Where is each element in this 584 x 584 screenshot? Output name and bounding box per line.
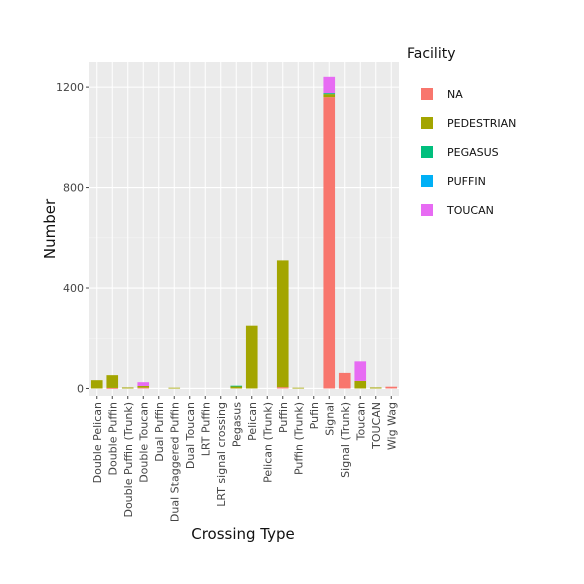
x-tick-label: Signal (Trunk)	[339, 402, 352, 478]
y-tick-label: 400	[63, 282, 84, 295]
bar-double-puffin-na	[106, 387, 119, 389]
bar-double-toucan-toucan	[137, 382, 150, 386]
bar-pelican-pedestrian	[245, 325, 258, 389]
x-tick-label: TOUCAN	[370, 402, 383, 450]
x-tick-label: Puffin	[277, 402, 290, 433]
y-tick-label: 0	[77, 382, 84, 395]
x-tick-label: Double Puffin	[106, 402, 119, 476]
x-tick-label: LRT Puffin	[199, 402, 212, 456]
bar-wig-wag-na	[385, 386, 398, 389]
bars	[90, 76, 398, 389]
x-tick-label: Dual Toucan	[184, 402, 197, 469]
bar-dual-staggered-puffin-pedestrian	[168, 387, 181, 389]
bar-puffin-pedestrian	[276, 260, 289, 388]
bar-double-puffin-trunk-pedestrian	[121, 387, 134, 389]
legend-label-na: NA	[447, 88, 463, 101]
y-axis-ticks: 0 400 800 1200	[56, 81, 89, 395]
legend: Facility NA PEDESTRIAN PEGASUS PUFFIN TOUCAN	[407, 46, 516, 217]
x-tick-label: Pegasus	[230, 402, 243, 447]
x-tick-label: Pelican	[246, 402, 259, 441]
legend-label-pegasus: PEGASUS	[447, 146, 499, 159]
legend-swatch-pegasus	[421, 146, 433, 158]
x-tick-label: Toucan	[354, 402, 367, 441]
y-tick-label: 800	[63, 182, 84, 195]
bar-puffin-trunk-pedestrian	[292, 387, 305, 389]
bar-signal-pedestrian	[323, 94, 336, 98]
legend-label-toucan: TOUCAN	[446, 204, 494, 217]
bar-toucan-toucan	[354, 361, 367, 381]
x-tick-label: Pelican (Trunk)	[261, 402, 274, 483]
x-axis-ticks: Double Pelican Double Puffin Double Puffin…	[91, 396, 398, 522]
x-axis-title: Crossing Type	[191, 525, 295, 543]
bar-double-puffin-pedestrian	[106, 375, 119, 388]
bar-double-pelican-pedestrian	[90, 380, 103, 389]
x-tick-label: Double Pelican	[91, 402, 104, 483]
legend-swatch-pedestrian	[421, 117, 433, 129]
bar-signal-pegasus	[323, 93, 336, 95]
bar-puffin-na	[276, 387, 289, 389]
bar-double-toucan-pedestrian	[137, 385, 150, 388]
x-tick-label: Double Toucan	[137, 402, 150, 483]
legend-label-puffin: PUFFIN	[447, 175, 486, 188]
x-tick-label: Dual Puffin	[153, 402, 166, 462]
bar-toucan-pedestrian	[369, 387, 382, 389]
bar-signal-na	[323, 97, 336, 389]
bar-signal-trunk-na	[338, 372, 351, 389]
x-tick-label: Pufin	[308, 402, 321, 429]
bar-double-toucan-na	[137, 387, 150, 389]
bar-pegasus-pegasus	[230, 385, 243, 387]
legend-swatch-puffin	[421, 175, 433, 187]
plot-panel	[89, 62, 399, 396]
x-tick-label: Wig Wag	[385, 402, 398, 450]
x-tick-label: LRT signal crossing	[215, 402, 228, 507]
legend-title: Facility	[407, 46, 456, 62]
legend-label-pedestrian: PEDESTRIAN	[447, 117, 516, 130]
legend-swatch-toucan	[421, 204, 433, 216]
bar-pegasus-pedestrian	[230, 386, 243, 389]
x-tick-label: Puffin (Trunk)	[292, 402, 305, 475]
x-tick-label: Dual Staggered Puffin	[168, 402, 181, 522]
bar-signal-toucan	[323, 76, 336, 94]
x-tick-label: Signal	[323, 402, 336, 436]
y-tick-label: 1200	[56, 81, 84, 94]
x-tick-label: Double Puffin (Trunk)	[122, 402, 135, 518]
y-axis-title: Number	[41, 198, 59, 259]
legend-swatch-na	[421, 88, 433, 100]
bar-toucan-pedestrian	[354, 380, 367, 389]
